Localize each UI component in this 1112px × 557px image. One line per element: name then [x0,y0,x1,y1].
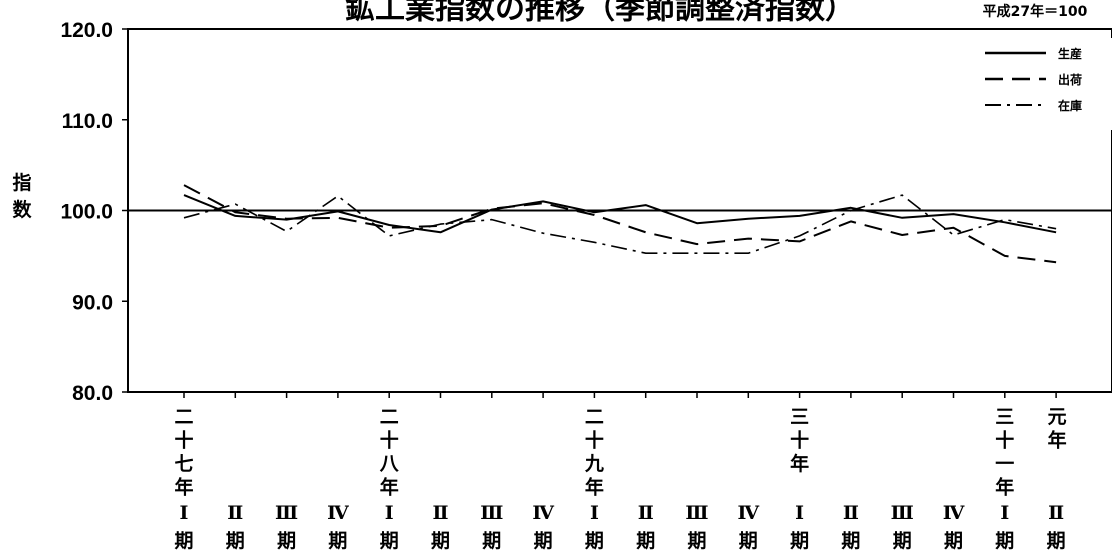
x-quarter-label-char: 期 [636,530,655,552]
x-year-label-char: 年 [790,452,809,475]
x-quarter-label-char: 期 [174,530,193,552]
x-year-label-char: 二 [174,406,193,428]
x-year-label-char: 十 [174,429,193,452]
legend-label: 在庫 [1058,98,1082,113]
x-quarter-label-char: Ⅳ [532,502,554,524]
x-year-label-char: 三 [790,406,809,428]
x-quarter-label-char: Ⅲ [891,502,914,524]
x-quarter-label-char: Ⅲ [275,502,298,524]
x-quarter-label-char: 期 [1047,530,1066,552]
x-year-label-char: 十 [790,429,809,452]
x-quarter-label-char: Ⅰ [590,502,599,524]
x-quarter-label-char: Ⅲ [685,502,708,524]
x-quarter-label-char: 期 [277,530,296,552]
series-line-solid [183,194,1057,234]
x-quarter-label-char: Ⅳ [738,502,760,524]
x-year-label-char: 年 [995,476,1014,499]
x-year-label-char: 八 [380,453,400,475]
x-quarter-label-char: 期 [431,530,450,552]
y-axis-label: 指数 [12,172,32,221]
x-quarter-label-char: 期 [944,530,963,552]
x-year-label-char: 九 [584,453,604,475]
x-year-label-char: 年 [585,476,604,499]
x-quarter-label-char: Ⅳ [943,502,965,524]
x-axis-labels: 二十七年二十八年二十九年三十年三十一年元年Ⅰ期Ⅱ期Ⅲ期Ⅳ期Ⅰ期Ⅱ期Ⅲ期Ⅳ期Ⅰ期Ⅱ… [174,392,1067,552]
x-year-label-char: 年 [380,476,399,499]
legend-label: 生産 [1058,46,1082,61]
x-quarter-label-char: Ⅰ [385,502,394,524]
x-quarter-label-char: Ⅱ [432,502,448,524]
x-quarter-label-char: Ⅰ [180,502,189,524]
x-quarter-label-char: Ⅱ [843,502,859,524]
series-lines [128,184,1112,264]
x-quarter-label-char: Ⅲ [480,502,503,524]
x-quarter-label-char: 期 [687,530,706,552]
y-tick-label: 110.0 [62,110,113,133]
x-quarter-label-char: 期 [790,530,809,552]
x-quarter-label-char: 期 [585,530,604,552]
y-tick-label: 90.0 [72,291,113,314]
x-quarter-label-char: 期 [893,530,912,552]
x-year-label-char: 二 [380,406,399,428]
legend-label: 出荷 [1058,72,1082,87]
x-year-label-char: 年 [174,476,193,499]
x-quarter-label-char: 期 [841,530,860,552]
y-axis-label-char: 数 [12,198,32,221]
x-quarter-label-char: Ⅱ [638,502,654,524]
y-tick-label: 120.0 [60,19,113,42]
y-axis-ticks: 120.0 110.0 100.0 90.0 80.0 [60,19,128,405]
x-quarter-label-char: Ⅰ [795,502,804,524]
x-year-label-char: 十 [585,429,604,452]
x-quarter-label-char: 期 [226,530,245,552]
x-quarter-label-char: Ⅱ [227,502,243,524]
x-quarter-label-char: 期 [482,530,501,552]
x-quarter-label-char: Ⅰ [1000,502,1009,524]
x-quarter-label-char: 期 [328,530,347,552]
x-year-label-char: 一 [995,453,1014,475]
series-line-dash [183,184,1057,264]
x-year-label-char: 七 [174,453,193,475]
x-quarter-label-char: 期 [534,530,553,552]
x-quarter-label-char: Ⅳ [327,502,349,524]
x-quarter-label-char: 期 [380,530,399,552]
series-line-dashdot [183,194,1057,254]
x-year-label-char: 年 [1048,429,1067,452]
x-year-label-char: 十 [995,429,1014,452]
x-year-label-char: 元 [1048,406,1067,428]
y-axis-label-char: 指 [12,172,31,194]
base-index-note: 平成27年＝100 [983,3,1088,20]
x-quarter-label-char: Ⅱ [1048,502,1064,524]
x-quarter-label-char: 期 [995,530,1014,552]
chart-title: 鉱工業指数の推移（季節調整済指数） [345,0,855,27]
x-year-label-char: 二 [585,406,604,428]
y-tick-label: 100.0 [60,201,113,224]
x-year-label-char: 三 [995,406,1014,428]
x-quarter-label-char: 期 [739,530,758,552]
x-year-label-char: 十 [380,429,399,452]
y-tick-label: 80.0 [72,382,113,405]
